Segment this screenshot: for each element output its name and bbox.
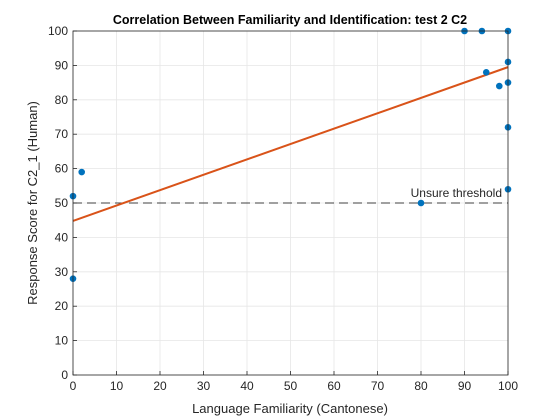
- data-point: [482, 68, 490, 76]
- x-tick-label: 10: [110, 379, 124, 393]
- y-tick-label: 20: [55, 299, 69, 313]
- y-tick-label: 30: [55, 265, 69, 279]
- x-tick-label: 20: [153, 379, 167, 393]
- y-tick-label: 50: [55, 196, 69, 210]
- y-tick-label: 90: [55, 58, 69, 72]
- y-tick-label: 40: [55, 230, 69, 244]
- threshold-label: Unsure threshold: [411, 186, 502, 200]
- data-point: [417, 199, 425, 207]
- data-point: [78, 168, 85, 176]
- x-tick-label: 30: [197, 379, 211, 393]
- y-axis-label: Response Score for C2_1 (Human): [25, 101, 40, 305]
- x-axis-label: Language Familiarity (Cantonese): [192, 401, 388, 416]
- data-point: [496, 82, 503, 90]
- x-tick-label: 40: [240, 379, 254, 393]
- y-tick-label: 70: [55, 127, 69, 141]
- chart-title: Correlation Between Familiarity and Iden…: [113, 13, 467, 27]
- x-tick-label: 60: [327, 379, 341, 393]
- y-tick-label: 80: [55, 93, 69, 107]
- y-tick-label: 100: [48, 24, 68, 38]
- fit-line: [72, 66, 509, 222]
- x-tick-label: 100: [498, 379, 518, 393]
- x-tick-label: 0: [70, 379, 77, 393]
- x-tick-label: 70: [371, 379, 385, 393]
- x-tick-label: 90: [458, 379, 472, 393]
- x-tick-label: 80: [414, 379, 428, 393]
- y-tick-label: 10: [55, 334, 69, 348]
- y-tick-label: 60: [55, 162, 69, 176]
- y-tick-label: 0: [61, 368, 68, 382]
- ticks: 0 10 20 30 40 50 60 70 80 90 100 0 10 20 30 40 50 60 70 80 9…: [48, 24, 518, 393]
- x-tick-label: 50: [284, 379, 298, 393]
